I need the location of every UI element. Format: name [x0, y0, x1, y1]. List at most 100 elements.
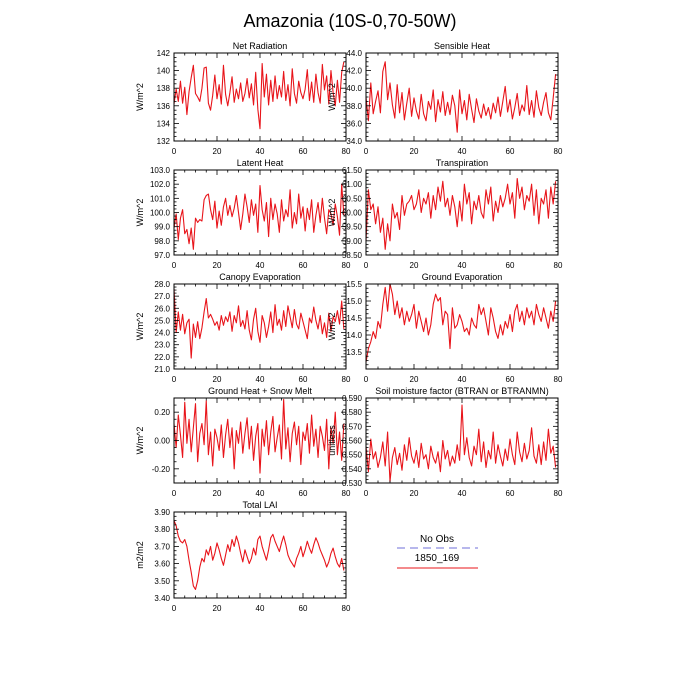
series-line-1850_169	[365, 283, 557, 363]
chart-title: Ground Heat + Snow Melt	[208, 386, 312, 396]
chart-panel-5: Canopy Evaporation W/m^2 0 20 40 60 80 21.0 22.0…	[135, 272, 351, 384]
y-tick-label: 134	[157, 119, 171, 128]
x-tick-label: 40	[458, 489, 467, 498]
x-tick-label: 60	[299, 261, 308, 270]
plot-frame	[365, 283, 559, 370]
figure-title: Amazonia (10S-0,70-50W)	[243, 11, 456, 31]
plot-frame	[173, 169, 347, 256]
chart-title: Soil moisture factor (BTRAN or BTRANMN)	[375, 386, 549, 396]
y-tick-label: 0.590	[342, 394, 363, 403]
y-tick-label: 15.5	[346, 280, 362, 289]
x-tick-label: 60	[299, 147, 308, 156]
chart-title: Total LAI	[242, 500, 277, 510]
y-tick-label: 101.0	[150, 194, 171, 203]
series-line-1850_169	[173, 398, 345, 474]
x-tick-label: 60	[506, 375, 515, 384]
y-axis-label: unitless	[327, 425, 337, 456]
x-tick-label: 20	[213, 489, 222, 498]
y-tick-label: 61.00	[342, 180, 363, 189]
y-tick-label: 132	[157, 137, 171, 146]
chart-panel-7: Ground Heat + Snow Melt W/m^2 0 20 40 60 80 -0.…	[135, 386, 351, 498]
y-tick-label: 59.50	[342, 223, 363, 232]
x-tick-label: 0	[172, 147, 177, 156]
y-tick-label: 22.0	[154, 353, 170, 362]
y-tick-label: 3.60	[154, 560, 170, 569]
y-tick-label: 27.0	[154, 292, 170, 301]
y-axis-label: m2/m2	[135, 541, 145, 569]
y-tick-label: 0.540	[342, 465, 363, 474]
y-tick-label: 44.0	[346, 49, 362, 58]
y-axis-label: W/m^2	[327, 83, 337, 111]
y-tick-label: 3.70	[154, 542, 170, 551]
series-line-1850_169	[173, 520, 345, 590]
y-tick-label: 3.40	[154, 594, 170, 603]
y-tick-label: 138	[157, 84, 171, 93]
series-line-1850_169	[365, 177, 557, 250]
y-axis-label: W/m^2	[135, 83, 145, 111]
y-tick-label: 0.570	[342, 422, 363, 431]
chart-title: Sensible Heat	[434, 41, 491, 51]
x-tick-label: 40	[458, 261, 467, 270]
y-axis-label: W/m^2	[327, 313, 337, 341]
chart-panel-1: Net Radiation W/m^2 0 20 40 60 80 132 134 136 138 1…	[135, 41, 351, 156]
x-tick-label: 20	[213, 261, 222, 270]
chart-panel-8: Soil moisture factor (BTRAN or BTRANMN) u…	[327, 386, 563, 498]
x-tick-label: 80	[342, 375, 351, 384]
x-tick-label: 80	[554, 489, 563, 498]
x-tick-label: 80	[554, 261, 563, 270]
legend-series-label: 1850_169	[415, 553, 460, 564]
x-tick-label: 0	[172, 261, 177, 270]
y-tick-label: 100.0	[150, 209, 171, 218]
y-tick-label: 102.0	[150, 180, 171, 189]
series-line-1850_169	[173, 288, 345, 359]
y-tick-label: 60.00	[342, 209, 363, 218]
y-tick-label: 34.0	[346, 137, 362, 146]
x-tick-label: 60	[299, 489, 308, 498]
y-tick-label: 23.0	[154, 341, 170, 350]
y-tick-label: 99.0	[154, 223, 170, 232]
x-tick-label: 0	[172, 604, 177, 613]
y-tick-label: 15.0	[346, 297, 362, 306]
x-tick-label: 40	[256, 261, 265, 270]
chart-title: Transpiration	[436, 158, 488, 168]
x-tick-label: 40	[458, 147, 467, 156]
x-tick-label: 20	[410, 489, 419, 498]
y-tick-label: -0.20	[152, 465, 171, 474]
y-tick-label: 59.00	[342, 237, 363, 246]
y-tick-label: 38.0	[346, 102, 362, 111]
y-tick-label: 0.530	[342, 479, 363, 488]
y-tick-label: 21.0	[154, 365, 170, 374]
y-tick-label: 3.50	[154, 577, 170, 586]
y-tick-label: 14.0	[346, 331, 362, 340]
series-line-1850_169	[173, 61, 345, 130]
x-tick-label: 60	[299, 375, 308, 384]
x-tick-label: 0	[172, 375, 177, 384]
x-tick-label: 20	[410, 375, 419, 384]
y-tick-label: 0.560	[342, 437, 363, 446]
x-tick-label: 0	[364, 261, 369, 270]
x-tick-label: 40	[256, 375, 265, 384]
x-tick-label: 60	[506, 147, 515, 156]
chart-panel-3: Latent Heat W/m^2 0 20 40 60 80 97.0 98.0 99.0 100…	[135, 158, 351, 270]
x-tick-label: 0	[364, 489, 369, 498]
chart-title: Net Radiation	[233, 41, 288, 51]
y-axis-label: W/m^2	[135, 427, 145, 455]
legend: No Obs 1850_169	[397, 534, 478, 569]
y-tick-label: 14.5	[346, 314, 362, 323]
x-tick-label: 40	[256, 147, 265, 156]
series-line-1850_169	[365, 404, 557, 483]
y-axis-label: W/m^2	[327, 199, 337, 227]
x-tick-label: 60	[506, 261, 515, 270]
chart-title: Ground Evaporation	[422, 272, 503, 282]
x-tick-label: 20	[410, 261, 419, 270]
y-tick-label: 103.0	[150, 166, 171, 175]
x-tick-label: 80	[342, 261, 351, 270]
x-tick-label: 0	[364, 375, 369, 384]
x-tick-label: 80	[554, 147, 563, 156]
y-tick-label: 3.90	[154, 508, 170, 517]
y-axis-label: W/m^2	[135, 199, 145, 227]
x-tick-label: 40	[458, 375, 467, 384]
y-tick-label: 0.550	[342, 451, 363, 460]
